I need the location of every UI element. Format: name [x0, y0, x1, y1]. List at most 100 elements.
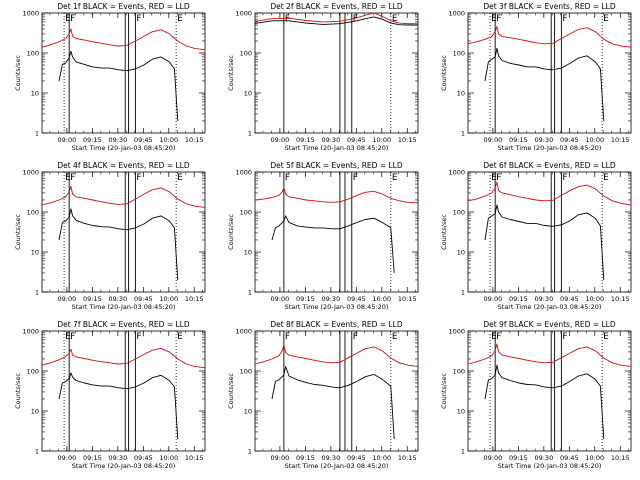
x-tick-label: 09:15 — [296, 295, 315, 303]
x-tick-label: 09:45 — [134, 295, 153, 303]
time-marker-flag: F — [136, 14, 141, 24]
x-axis-label: Start Time (20-Jan-03 08:45:20) — [72, 462, 176, 470]
y-tick-label: 1 — [461, 448, 465, 456]
panel-title: Det 7f BLACK = Events, RED = LLD — [57, 320, 190, 329]
y-tick-label: 1 — [35, 130, 39, 138]
x-tick-label: 09:15 — [83, 136, 102, 144]
x-axis-label: Start Time (20-Jan-03 08:45:20) — [285, 303, 389, 311]
time-marker-flag: F — [353, 173, 358, 183]
x-axis-label: Start Time (20-Jan-03 08:45:20) — [285, 144, 389, 152]
x-tick-label: 10:15 — [611, 295, 630, 303]
x-tick-label: 09:00 — [58, 454, 77, 462]
x-tick-label: 10:00 — [372, 295, 391, 303]
x-axis-label: Start Time (20-Jan-03 08:45:20) — [498, 303, 602, 311]
time-marker-flag: F — [285, 173, 290, 183]
time-marker-flag: F — [496, 14, 501, 24]
time-marker-flag: E — [603, 14, 609, 24]
x-tick-label: 10:15 — [185, 295, 204, 303]
x-tick-label: 10:15 — [611, 136, 630, 144]
x-tick-label: 09:30 — [534, 295, 553, 303]
panel-title: Det 8f BLACK = Events, RED = LLD — [270, 320, 403, 329]
time-marker-flag: F — [562, 14, 567, 24]
x-tick-label: 09:15 — [83, 454, 102, 462]
panel-title: Det 9f BLACK = Events, RED = LLD — [483, 320, 616, 329]
y-tick-label: 1 — [461, 130, 465, 138]
x-tick-label: 09:45 — [560, 454, 579, 462]
x-tick-label: 09:30 — [534, 454, 553, 462]
time-marker-flag: E — [177, 14, 183, 24]
y-tick-label: 1 — [248, 130, 252, 138]
x-tick-label: 09:30 — [321, 454, 340, 462]
x-tick-label: 10:15 — [398, 454, 417, 462]
x-tick-label: 09:15 — [296, 136, 315, 144]
plot-frame — [41, 12, 206, 134]
x-tick-label: 10:00 — [585, 454, 604, 462]
x-tick-label: 09:30 — [321, 295, 340, 303]
y-tick-label: 100 — [27, 368, 39, 376]
time-marker-flag: E — [392, 14, 398, 24]
y-tick-label: 1000 — [22, 328, 39, 336]
time-marker-flag: F — [562, 173, 567, 183]
x-tick-label: 09:15 — [509, 454, 528, 462]
panel-5: Det 5f BLACK = Events, RED = LLD 1 10 100 10… — [227, 161, 419, 311]
events-series-line — [254, 16, 418, 26]
time-marker-flag: F — [136, 173, 141, 183]
time-marker-flag: E — [491, 173, 497, 183]
x-axis-label: Start Time (20-Jan-03 08:45:20) — [72, 144, 176, 152]
panel-title: Det 6f BLACK = Events, RED = LLD — [483, 161, 616, 170]
y-tick-label: 100 — [453, 209, 465, 217]
panel-3: Det 3f BLACK = Events, RED = LLD 1 10 100 10… — [440, 2, 632, 152]
time-marker-flag: F — [70, 14, 75, 24]
time-marker-flag: F — [496, 332, 501, 342]
x-tick-label: 10:00 — [159, 295, 178, 303]
x-tick-label: 10:00 — [159, 454, 178, 462]
y-tick-label: 100 — [240, 50, 252, 58]
time-marker-flag: E — [491, 14, 497, 24]
y-tick-label: 1000 — [235, 169, 252, 177]
x-tick-label: 09:45 — [347, 454, 366, 462]
x-tick-label: 10:15 — [185, 136, 204, 144]
y-axis-label: Counts/sec — [14, 373, 22, 409]
lld-series-line — [467, 26, 632, 48]
time-marker-flag: E — [491, 332, 497, 342]
panel-8: Det 8f BLACK = Events, RED = LLD 1 10 100 10… — [227, 320, 419, 470]
x-tick-label: 10:00 — [585, 295, 604, 303]
y-axis-label: Counts/sec — [14, 214, 22, 250]
time-marker-flag: E — [65, 173, 71, 183]
x-tick-label: 09:00 — [484, 295, 503, 303]
time-marker-flag: F — [285, 14, 290, 24]
y-axis-label: Counts/sec — [227, 55, 235, 91]
events-series-line — [271, 365, 395, 440]
x-tick-label: 10:15 — [611, 454, 630, 462]
lld-series-line — [467, 343, 632, 367]
x-tick-label: 10:00 — [372, 136, 391, 144]
time-marker-flag: E — [177, 173, 183, 183]
x-tick-label: 09:00 — [484, 454, 503, 462]
x-tick-label: 10:00 — [159, 136, 178, 144]
plot-frame — [254, 171, 419, 293]
lld-series-line — [41, 28, 206, 51]
y-tick-label: 1000 — [235, 328, 252, 336]
panel-title: Det 2f BLACK = Events, RED = LLD — [270, 2, 403, 11]
x-tick-label: 10:15 — [398, 136, 417, 144]
x-tick-label: 09:30 — [108, 136, 127, 144]
panel-title: Det 1f BLACK = Events, RED = LLD — [57, 2, 190, 11]
y-tick-label: 1 — [35, 448, 39, 456]
y-tick-label: 10 — [244, 249, 252, 257]
y-tick-label: 10 — [244, 408, 252, 416]
x-tick-label: 09:45 — [347, 136, 366, 144]
x-tick-label: 10:15 — [185, 454, 204, 462]
panel-2: Det 2f BLACK = Events, RED = LLD 1 10 100 10… — [227, 2, 419, 152]
y-axis-label: Counts/sec — [440, 214, 448, 250]
time-marker-flag: F — [285, 332, 290, 342]
x-tick-label: 10:15 — [398, 295, 417, 303]
plot-frame — [467, 12, 632, 134]
time-marker-flag: F — [496, 173, 501, 183]
plot-frame — [467, 330, 632, 452]
y-tick-label: 10 — [457, 408, 465, 416]
time-marker-flag: E — [603, 173, 609, 183]
plot-frame — [41, 171, 206, 293]
x-axis-label: Start Time (20-Jan-03 08:45:20) — [285, 462, 389, 470]
time-marker-flag: E — [65, 332, 71, 342]
